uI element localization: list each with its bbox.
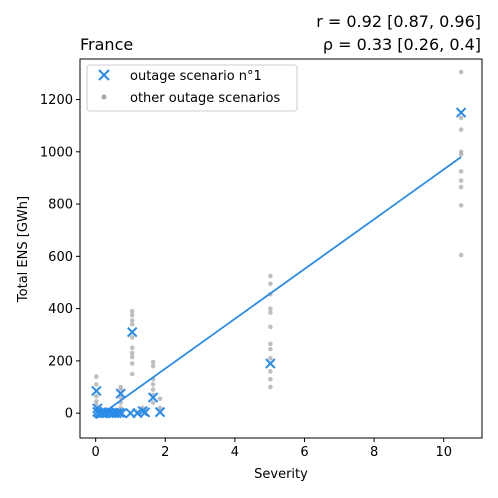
scatter-point-highlight bbox=[91, 385, 102, 397]
scatter-point-other bbox=[129, 350, 135, 356]
scatter-point-other bbox=[458, 169, 464, 174]
scatter-point-highlight bbox=[147, 392, 159, 403]
plot-markers bbox=[91, 69, 467, 419]
scatter-point-other bbox=[150, 359, 156, 365]
scatter-point-other bbox=[129, 312, 135, 318]
scatter-point-other bbox=[458, 178, 464, 183]
x-tick-label: 4 bbox=[231, 445, 239, 460]
scatter-point-highlight bbox=[127, 326, 138, 338]
scatter-point-highlight bbox=[139, 407, 151, 418]
legend: outage scenario n°1 other outage scenari… bbox=[86, 64, 298, 112]
scatter-point-highlight bbox=[115, 388, 126, 399]
x-tick-label: 2 bbox=[161, 445, 169, 460]
y-tick-label: 1200 bbox=[40, 93, 73, 108]
legend-marker-highlight bbox=[98, 69, 110, 81]
scatter-point-highlight bbox=[114, 407, 125, 418]
y-tick-label: 1000 bbox=[40, 145, 73, 160]
scatter-point-other bbox=[129, 335, 135, 340]
scatter-point-other bbox=[268, 273, 273, 279]
scatter-point-other bbox=[268, 346, 273, 352]
y-tick-label: 0 bbox=[65, 407, 73, 422]
scatter-point-other bbox=[129, 345, 135, 351]
scatter-point-other bbox=[150, 382, 156, 387]
legend-marker-other bbox=[101, 94, 107, 100]
y-ticks: 0 200 400 600 800 1000 1200 bbox=[40, 93, 80, 422]
scatter-point-other bbox=[129, 308, 135, 314]
legend-box bbox=[86, 64, 298, 112]
y-axis-label: Total ENS [GWh] bbox=[16, 196, 31, 303]
scatter-point-highlight bbox=[116, 407, 127, 419]
scatter-point-other bbox=[458, 252, 464, 258]
x-ticks: 0 2 4 6 8 10 bbox=[92, 438, 452, 460]
chart-title-left: France bbox=[80, 35, 133, 54]
scatter-point-highlight bbox=[265, 358, 276, 369]
scatter-point-other bbox=[157, 396, 163, 402]
chart-title-right-line1: r = 0.92 [0.87, 0.96] bbox=[316, 12, 481, 31]
y-tick-label: 600 bbox=[48, 250, 73, 265]
scatter-point-other bbox=[157, 405, 163, 411]
scatter-point-other bbox=[129, 322, 135, 327]
scatter-point-other bbox=[458, 184, 464, 190]
scatter-point-other bbox=[458, 203, 464, 208]
scatter-point-other bbox=[458, 152, 464, 157]
scatter-point-other bbox=[94, 393, 99, 399]
scatter-point-highlight bbox=[455, 107, 467, 118]
scatter-point-other bbox=[129, 354, 135, 360]
x-tick-label: 0 bbox=[92, 445, 100, 460]
x-tick-label: 10 bbox=[435, 445, 452, 460]
scatter-point-other bbox=[268, 324, 273, 330]
scatter-point-other bbox=[458, 127, 464, 132]
scatter-point-other bbox=[94, 399, 99, 404]
scatter-point-other bbox=[268, 384, 273, 390]
scatter-point-other bbox=[268, 281, 273, 287]
y-tick-label: 400 bbox=[48, 302, 73, 317]
scatter-point-other bbox=[458, 115, 464, 121]
chart-title-right-line2: ρ = 0.33 [0.26, 0.4] bbox=[323, 35, 481, 54]
fit-line bbox=[95, 156, 462, 420]
scatter-point-other bbox=[94, 382, 99, 387]
scatter-point-highlight bbox=[154, 406, 166, 418]
scatter-point-other bbox=[94, 374, 99, 379]
y-tick-label: 200 bbox=[48, 354, 73, 369]
scatter-point-other bbox=[118, 387, 124, 392]
x-tick-label: 8 bbox=[370, 445, 378, 460]
scatter-point-other bbox=[268, 310, 273, 315]
scatter-point-other bbox=[268, 369, 273, 374]
scatter-point-other bbox=[150, 400, 156, 406]
legend-label-highlight: outage scenario n°1 bbox=[130, 69, 262, 84]
scatter-point-other bbox=[150, 387, 156, 392]
legend-label-other: other outage scenarios bbox=[130, 91, 280, 106]
scatter-point-other bbox=[150, 363, 156, 369]
scatter-point-other bbox=[129, 318, 135, 323]
scatter-point-other bbox=[458, 69, 464, 75]
scatter-point-other bbox=[129, 371, 135, 377]
scatter-point-other bbox=[268, 355, 273, 361]
scatter-point-other bbox=[268, 306, 273, 311]
y-tick-label: 800 bbox=[48, 198, 73, 213]
x-tick-label: 6 bbox=[300, 445, 308, 460]
plot-frame bbox=[79, 58, 483, 439]
x-axis-label: Severity bbox=[254, 467, 308, 482]
scatter-point-other bbox=[129, 361, 135, 366]
scatter-point-other bbox=[268, 341, 273, 347]
scatter-point-other bbox=[268, 376, 273, 382]
